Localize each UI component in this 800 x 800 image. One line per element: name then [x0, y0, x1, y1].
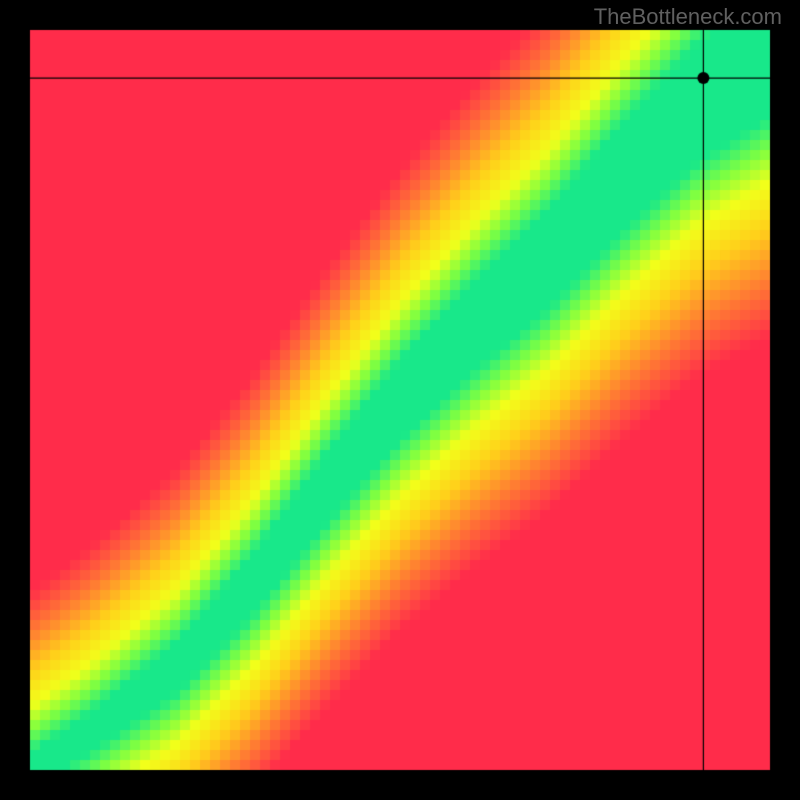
bottleneck-heatmap	[0, 0, 800, 800]
watermark-text: TheBottleneck.com	[594, 4, 782, 30]
chart-container: TheBottleneck.com	[0, 0, 800, 800]
